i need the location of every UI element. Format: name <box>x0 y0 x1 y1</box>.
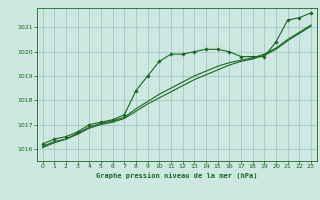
X-axis label: Graphe pression niveau de la mer (hPa): Graphe pression niveau de la mer (hPa) <box>96 172 258 179</box>
